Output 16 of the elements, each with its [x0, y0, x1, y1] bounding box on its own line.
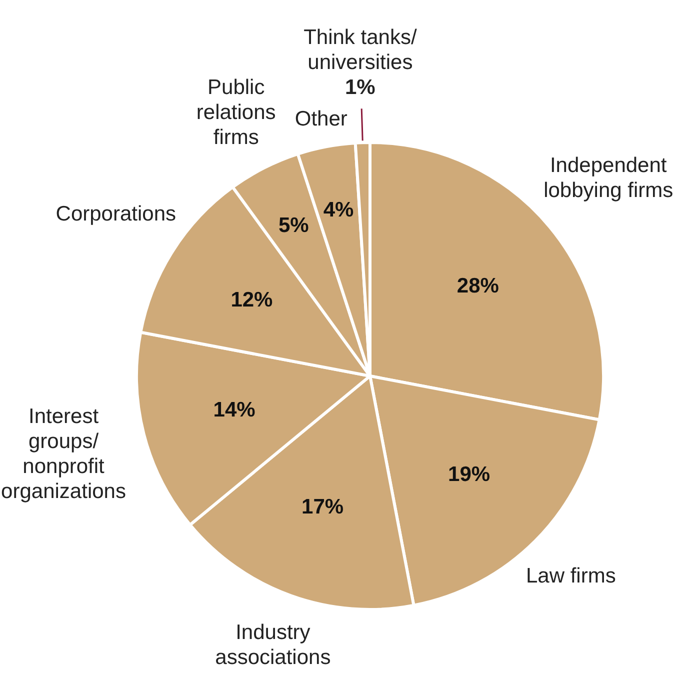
- data-label: 1%: [344, 76, 376, 100]
- data-label: 17%: [302, 496, 344, 519]
- data-label: 28%: [456, 274, 500, 298]
- data-label: 12%: [230, 288, 274, 312]
- data-label: 19%: [448, 462, 490, 486]
- slice-label: Think tanks/ universities: [304, 26, 417, 74]
- slice-label: Independent lobbying firms: [544, 154, 674, 202]
- data-label: 14%: [213, 398, 256, 422]
- slice-label: Public relations firms: [196, 76, 276, 150]
- slice-label: Corporations: [56, 202, 176, 226]
- slice-label: Interest groups/ nonprofit organizations: [1, 404, 126, 503]
- slice-label: Law firms: [526, 564, 616, 588]
- data-label: 4%: [323, 198, 354, 222]
- slice-label: Industry associations: [215, 620, 331, 669]
- slice-label: Other: [294, 108, 348, 131]
- data-label: 5%: [278, 214, 310, 237]
